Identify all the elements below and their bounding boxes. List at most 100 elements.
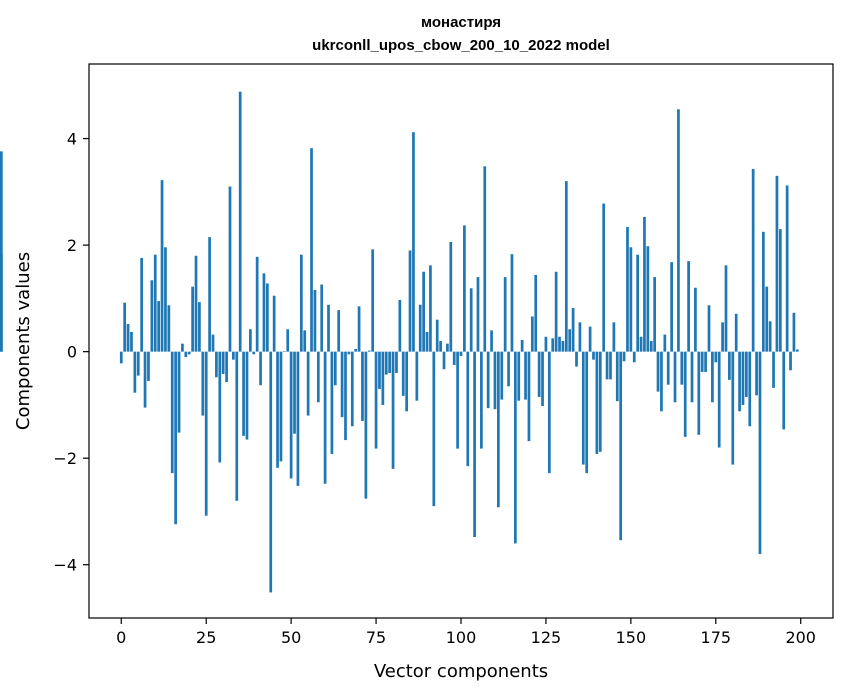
bar xyxy=(707,305,711,352)
bar xyxy=(262,273,266,352)
bar xyxy=(598,351,602,452)
bar xyxy=(483,166,487,352)
bar xyxy=(119,351,123,364)
bar xyxy=(503,277,507,352)
bar xyxy=(211,334,215,352)
x-tick-label: 150 xyxy=(616,628,647,647)
bar xyxy=(123,302,127,352)
bar xyxy=(772,351,775,388)
bar xyxy=(418,304,422,352)
bar xyxy=(537,351,541,397)
bar xyxy=(330,351,334,454)
bar xyxy=(609,351,612,380)
bar xyxy=(381,351,385,405)
bar xyxy=(626,227,629,352)
bar xyxy=(265,283,269,352)
bar xyxy=(303,330,307,352)
bar xyxy=(306,351,310,416)
bar xyxy=(663,334,667,352)
bar xyxy=(153,254,157,352)
bar xyxy=(286,329,290,352)
bar xyxy=(473,351,476,538)
bar xyxy=(728,351,731,380)
bar xyxy=(276,351,279,468)
bar xyxy=(605,351,609,380)
bar xyxy=(520,339,524,352)
bar xyxy=(327,304,330,352)
bar xyxy=(354,348,358,352)
bar xyxy=(395,351,398,373)
bar xyxy=(442,351,446,370)
x-tick-label: 50 xyxy=(281,628,301,647)
bar xyxy=(510,254,514,352)
bar xyxy=(398,299,402,352)
bar xyxy=(187,351,191,355)
bar xyxy=(412,132,415,352)
y-tick-label: 4 xyxy=(67,130,77,149)
bar xyxy=(755,351,758,396)
bar xyxy=(432,351,436,507)
bar xyxy=(136,351,140,376)
bar xyxy=(466,351,470,467)
y-axis-ticks: −4 −2 0 2 4 xyxy=(53,130,89,575)
bar xyxy=(731,351,735,465)
bar xyxy=(415,351,419,401)
bar xyxy=(242,351,245,436)
bar xyxy=(585,351,589,474)
bar xyxy=(401,351,405,396)
x-tick-label: 200 xyxy=(785,628,816,647)
bar xyxy=(181,343,184,352)
bar xyxy=(677,109,680,352)
bar xyxy=(164,247,167,352)
bar xyxy=(795,349,799,352)
bar xyxy=(785,185,789,352)
bar xyxy=(792,312,796,352)
bar xyxy=(371,249,375,352)
bar xyxy=(778,229,782,352)
bar xyxy=(517,351,521,401)
bar xyxy=(673,351,677,403)
bar xyxy=(632,351,636,363)
bar xyxy=(269,351,273,593)
bar xyxy=(486,351,490,409)
bar xyxy=(282,351,286,352)
bar xyxy=(126,323,130,352)
bar xyxy=(439,341,442,352)
bar xyxy=(561,341,565,352)
bar xyxy=(408,250,412,352)
bar xyxy=(147,351,150,381)
bar xyxy=(198,302,201,352)
y-tick-label: −2 xyxy=(53,449,77,468)
bar xyxy=(765,286,769,352)
bar xyxy=(435,319,439,352)
bar xyxy=(581,351,585,465)
bar xyxy=(602,203,606,352)
bar xyxy=(714,351,718,363)
bar xyxy=(476,277,480,352)
bar-series xyxy=(0,91,799,593)
bar xyxy=(218,351,222,463)
bar xyxy=(157,301,161,352)
bar xyxy=(592,351,595,360)
bar xyxy=(320,284,324,352)
y-tick-label: 2 xyxy=(67,236,77,255)
bar xyxy=(629,247,633,352)
x-axis-label: Vector components xyxy=(374,661,548,682)
bar xyxy=(310,148,313,352)
bar xyxy=(323,351,327,484)
bar xyxy=(357,306,361,352)
bar xyxy=(194,255,198,352)
bar xyxy=(697,351,701,435)
bar xyxy=(656,351,660,392)
bar xyxy=(422,271,425,352)
bar xyxy=(497,351,500,508)
bar xyxy=(643,216,646,352)
bar xyxy=(738,351,741,412)
bar xyxy=(347,351,351,355)
bar xyxy=(534,274,538,352)
bar xyxy=(316,351,320,403)
bar xyxy=(208,237,211,352)
x-tick-label: 0 xyxy=(116,628,126,647)
x-tick-label: 125 xyxy=(531,628,562,647)
bar xyxy=(361,351,364,421)
